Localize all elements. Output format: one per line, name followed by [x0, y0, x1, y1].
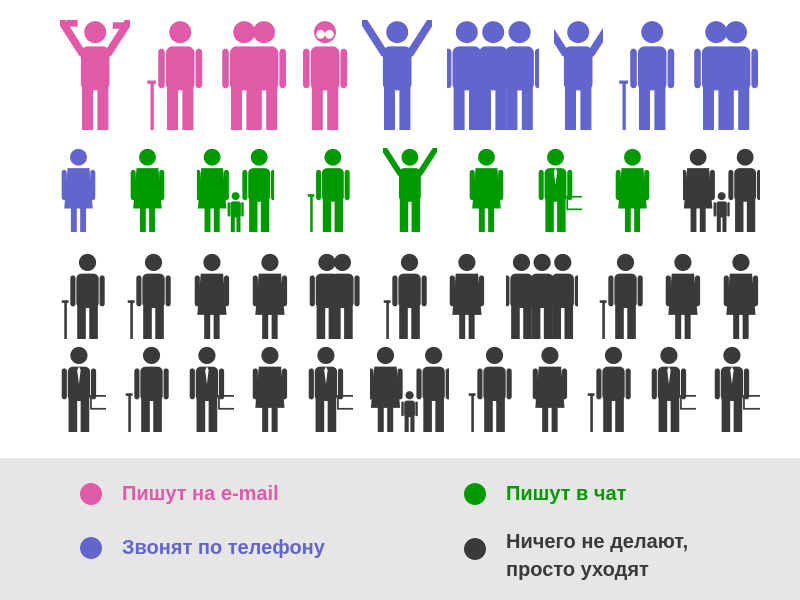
pictogram-grid [60, 0, 760, 458]
cane-figure-chat-icon [306, 148, 351, 232]
business-figure-none-icon [188, 346, 235, 432]
group-figure-none-icon [505, 253, 579, 339]
figure-row-3 [60, 253, 760, 339]
woman-figure-none-icon [251, 253, 289, 339]
figure-row-2 [60, 148, 760, 232]
legend-label-none-line1: Ничего не делают, [506, 531, 689, 553]
none-dot-icon [464, 538, 486, 560]
yoga-figure-phone-icon [554, 20, 603, 130]
cane-figure-none-icon [124, 346, 170, 432]
chat-dot-icon [464, 483, 486, 505]
couple-figure-email-icon [220, 20, 288, 130]
woman-figure-none-icon [448, 253, 486, 339]
cane-figure-none-icon [382, 253, 428, 339]
phone-dot-icon [80, 537, 102, 559]
legend-label-email: Пишут на e-mail [122, 483, 279, 505]
cane-figure-email-icon [145, 20, 204, 130]
cane-figure-none-icon [586, 346, 632, 432]
business-figure-none-icon [650, 346, 697, 432]
legend-item-none: Ничего не делают, просто уходят [464, 528, 688, 584]
legend-label-none-line2: просто уходят [506, 559, 649, 581]
cane-figure-none-icon [126, 253, 172, 339]
cane-figure-none-icon [60, 253, 106, 339]
business-figure-none-icon [713, 346, 760, 432]
jump-figure-chat-icon [383, 148, 437, 232]
couple-figure-none-icon [308, 253, 361, 339]
woman-figure-none-icon [251, 346, 289, 432]
woman-figure-none-icon [531, 346, 569, 432]
woman-figure-none-icon [664, 253, 702, 339]
legend-item-chat: Пишут в чат [464, 480, 626, 508]
figure-row-4 [60, 346, 760, 432]
cane-figure-none-icon [467, 346, 513, 432]
figure-row-1 [60, 20, 760, 130]
group-figure-phone-icon [446, 20, 540, 130]
family-figure-chat-icon [197, 148, 275, 232]
cane-figure-none-icon [598, 253, 644, 339]
cane-figure-phone-icon [617, 20, 676, 130]
woman-figure-phone-icon [60, 148, 97, 232]
jump-figure-phone-icon [361, 20, 432, 130]
legend-label-none: Ничего не делают, просто уходят [506, 528, 688, 584]
woman-figure-chat-icon [468, 148, 505, 232]
family-figure-none-icon [682, 148, 760, 232]
family-figure-none-icon [370, 346, 450, 432]
legend-item-email: Пишут на e-mail [80, 480, 279, 508]
money-figure-email-icon [60, 20, 131, 130]
business-figure-chat-icon [537, 148, 583, 232]
email-dot-icon [80, 483, 102, 505]
legend-label-phone: Звонят по телефону [122, 537, 325, 559]
woman-figure-chat-icon [614, 148, 651, 232]
legend: Пишут на e-mail Звонят по телефону Пишут… [0, 458, 800, 600]
business-figure-none-icon [307, 346, 354, 432]
woman-figure-chat-icon [129, 148, 166, 232]
woman-figure-none-icon [193, 253, 231, 339]
legend-item-phone: Звонят по телефону [80, 534, 325, 562]
binocular-figure-email-icon [302, 20, 347, 130]
couple-figure-phone-icon [692, 20, 760, 130]
legend-label-chat: Пишут в чат [506, 483, 627, 505]
business-figure-none-icon [60, 346, 107, 432]
woman-figure-none-icon [722, 253, 760, 339]
